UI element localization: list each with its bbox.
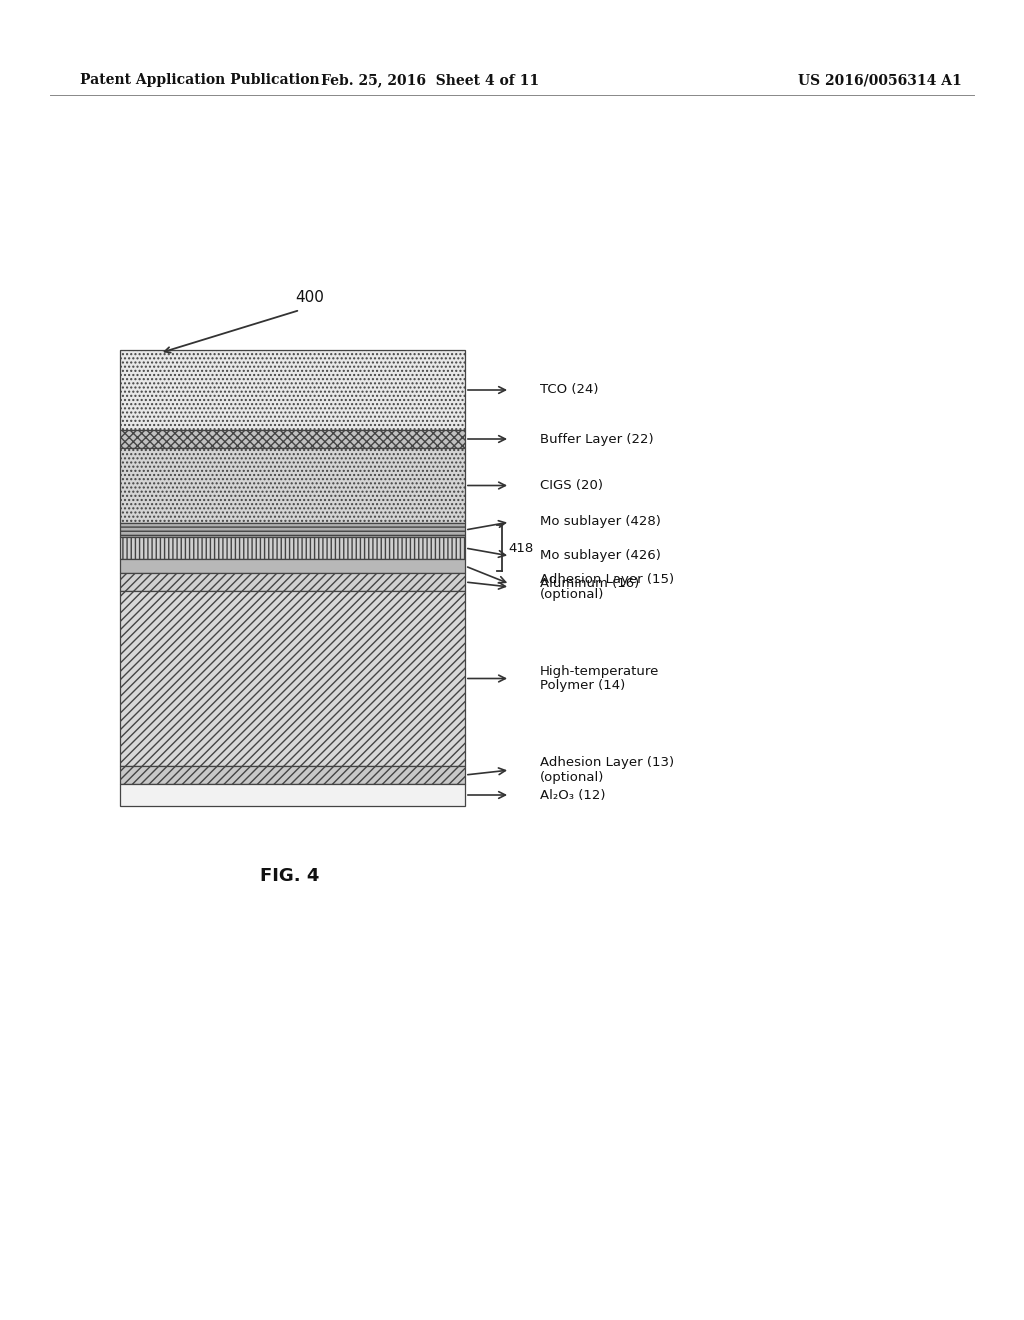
Bar bbox=[120, 523, 465, 537]
Text: Aluminum (16): Aluminum (16) bbox=[540, 578, 639, 590]
Bar bbox=[120, 766, 465, 784]
Bar bbox=[120, 591, 465, 766]
Text: Mo sublayer (428): Mo sublayer (428) bbox=[540, 516, 660, 528]
Text: FIG. 4: FIG. 4 bbox=[260, 867, 319, 884]
Text: Buffer Layer (22): Buffer Layer (22) bbox=[540, 433, 653, 446]
Text: 400: 400 bbox=[295, 290, 324, 305]
Text: Adhesion Layer (13)
(optional): Adhesion Layer (13) (optional) bbox=[540, 756, 674, 784]
Text: US 2016/0056314 A1: US 2016/0056314 A1 bbox=[798, 73, 962, 87]
Text: Adhesion Layer (15)
(optional): Adhesion Layer (15) (optional) bbox=[540, 573, 674, 601]
Bar bbox=[120, 537, 465, 558]
Bar bbox=[120, 447, 465, 523]
Text: Feb. 25, 2016  Sheet 4 of 11: Feb. 25, 2016 Sheet 4 of 11 bbox=[321, 73, 539, 87]
Text: Al₂O₃ (12): Al₂O₃ (12) bbox=[540, 788, 605, 801]
Bar bbox=[120, 573, 465, 591]
Text: 418: 418 bbox=[508, 541, 534, 554]
Bar bbox=[120, 430, 465, 447]
Bar bbox=[120, 558, 465, 573]
Text: High-temperature
Polymer (14): High-temperature Polymer (14) bbox=[540, 664, 659, 693]
Text: Patent Application Publication: Patent Application Publication bbox=[80, 73, 319, 87]
Text: Mo sublayer (426): Mo sublayer (426) bbox=[540, 549, 660, 562]
Text: CIGS (20): CIGS (20) bbox=[540, 479, 603, 492]
Bar bbox=[120, 784, 465, 807]
Bar bbox=[120, 350, 465, 430]
Text: TCO (24): TCO (24) bbox=[540, 384, 598, 396]
